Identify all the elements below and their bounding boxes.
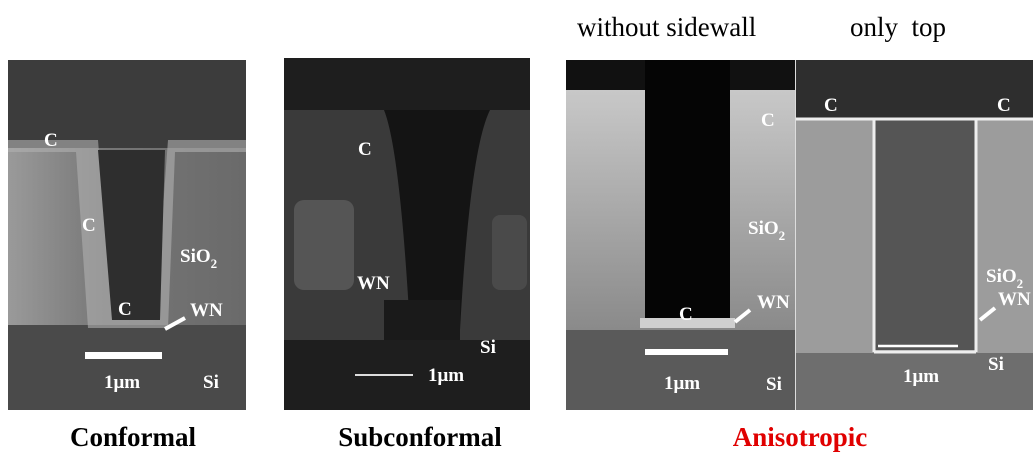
image-label: C — [679, 304, 693, 325]
image-label: Si — [203, 372, 219, 393]
image-label: C — [824, 95, 838, 116]
image-label: C — [358, 139, 372, 160]
image-label: C — [118, 299, 132, 320]
image-label: 1μm — [104, 372, 140, 393]
header-label: only top — [850, 12, 946, 42]
image-label: Si — [988, 354, 1004, 375]
sem-image — [8, 60, 246, 410]
image-label: C — [44, 130, 58, 151]
image-label: WN — [998, 289, 1031, 310]
image-label: 1μm — [903, 366, 939, 387]
image-label: Si — [480, 337, 496, 358]
figure: without sidewall only top C C C SiO2 WN … — [0, 0, 1033, 452]
caption: Conformal — [70, 422, 196, 452]
image-label: WN — [757, 292, 790, 313]
image-label: 1μm — [664, 373, 700, 394]
image-label: C — [997, 95, 1011, 116]
image-label: WN — [190, 300, 223, 321]
caption: Subconformal — [338, 422, 502, 452]
image-label: C — [761, 110, 775, 131]
page: {"header": {"left_label": "without sidew… — [0, 0, 1033, 452]
image-label: WN — [357, 273, 390, 294]
header-label: without sidewall — [577, 12, 756, 42]
caption: Anisotropic — [733, 422, 868, 452]
image-label: 1μm — [428, 365, 464, 386]
image-label: C — [82, 215, 96, 236]
image-label: Si — [766, 374, 782, 395]
